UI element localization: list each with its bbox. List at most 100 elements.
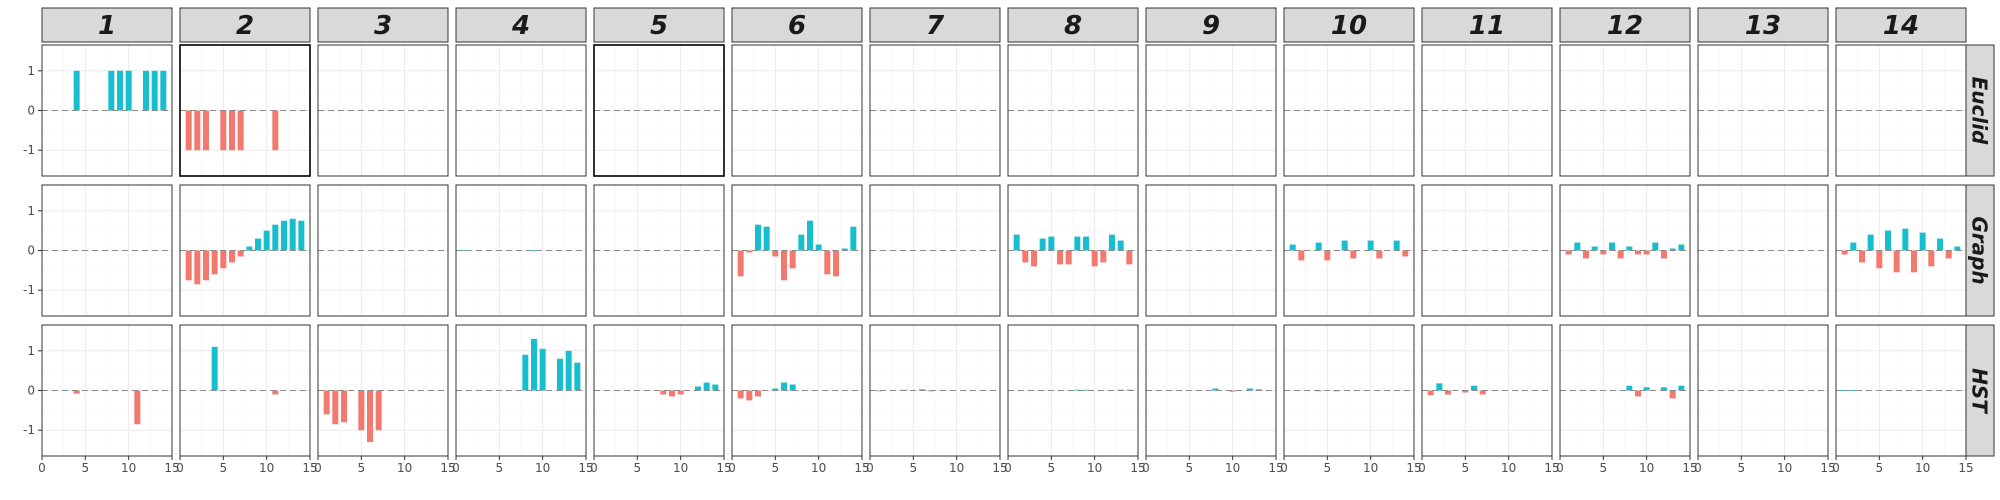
bar [841,248,848,251]
panel-border [731,184,863,317]
panel-border [869,324,1001,457]
panel-border [869,184,1001,317]
bar [1902,228,1909,251]
column-strip-label: 1 [98,11,116,41]
bar [461,250,468,251]
bar [824,250,831,275]
bar [1911,250,1917,273]
panel-hst-3 [317,324,449,457]
bar [203,110,209,151]
bar [677,390,684,395]
bar [185,250,192,281]
panel-hst-7 [869,324,1001,457]
column-strip [1283,7,1415,43]
bar [565,350,572,391]
x-tick-label: 5 [1324,461,1332,475]
panel-border [869,44,1001,177]
bar [1039,238,1046,251]
column-strip-label: 11 [1469,11,1505,41]
bar [237,110,244,151]
bar [134,390,141,425]
bar [160,70,167,111]
x-tick-label: 0 [452,461,460,475]
bar [1859,250,1865,263]
bar [229,250,235,263]
x-tick-label: 5 [1048,461,1056,475]
column-strip [179,7,311,43]
x-tick-label: 0 [38,461,46,475]
bar [1255,389,1262,391]
panel-border [1697,324,1829,457]
panel-graph-8 [1007,184,1139,317]
bar [1109,234,1115,251]
bar [1669,248,1676,251]
bar [763,226,770,251]
panel-border [455,44,587,177]
bar [1635,250,1641,255]
bar [1669,390,1676,399]
bar [255,238,261,251]
column-strip [869,7,1001,43]
panel-euclid-4 [455,44,587,177]
x-tick-label: 15 [854,461,869,475]
panel-hst-2 [179,324,311,457]
bar [1402,250,1409,257]
column-strip-label: 10 [1331,11,1367,41]
x-tick-label: 5 [1186,461,1194,475]
bar [375,390,382,431]
x-tick-label: 15 [302,461,317,475]
bar [229,110,235,151]
bar [1022,250,1029,263]
bar [1937,238,1943,251]
panel-euclid-8 [1007,44,1139,177]
bar [875,390,882,392]
column-strip [317,7,449,43]
x-tick-label: 5 [220,461,228,475]
panel-hst-9 [1145,324,1277,457]
panel-hst-1 [41,324,173,457]
panel-border [1835,184,1967,317]
bar [1212,388,1219,391]
bar [695,386,701,391]
panel-graph-2 [179,184,311,317]
x-tick-label: 10 [259,461,274,475]
panel-hst-8 [1007,324,1139,457]
panel-border [1421,324,1553,457]
panel-border [1421,184,1553,317]
bar [1031,250,1037,267]
x-tick-label: 0 [1832,461,1840,475]
column-strip-label: 14 [1883,11,1919,41]
bar [1427,390,1434,396]
panel-border [1697,44,1829,177]
panel-border [593,184,725,317]
column-strip-label: 7 [926,11,945,41]
panel-border [455,324,587,457]
panel-border [1145,324,1277,457]
panel-hst-5 [593,324,725,457]
bar [1376,250,1383,259]
panel-border [317,324,449,457]
x-tick-label: 10 [397,461,412,475]
panel-border [317,44,449,177]
bar [737,390,744,399]
x-tick-label: 10 [673,461,688,475]
bar [1289,244,1296,251]
panel-graph-12 [1559,184,1691,317]
bar [1643,250,1650,255]
panel-hst-11 [1421,324,1553,457]
bar [781,382,787,391]
panel-border [179,184,311,317]
x-tick-label: 0 [1280,461,1288,475]
bar [332,390,339,425]
bar [1471,385,1477,391]
panel-graph-3 [317,184,449,317]
x-tick-label: 10 [1087,461,1102,475]
column-strip-label: 12 [1607,11,1643,41]
bar [755,224,761,251]
bar [1893,250,1900,273]
bar [117,70,123,111]
y-tick-label: 1 [27,204,35,218]
bar [1850,242,1857,251]
bar [557,358,563,391]
